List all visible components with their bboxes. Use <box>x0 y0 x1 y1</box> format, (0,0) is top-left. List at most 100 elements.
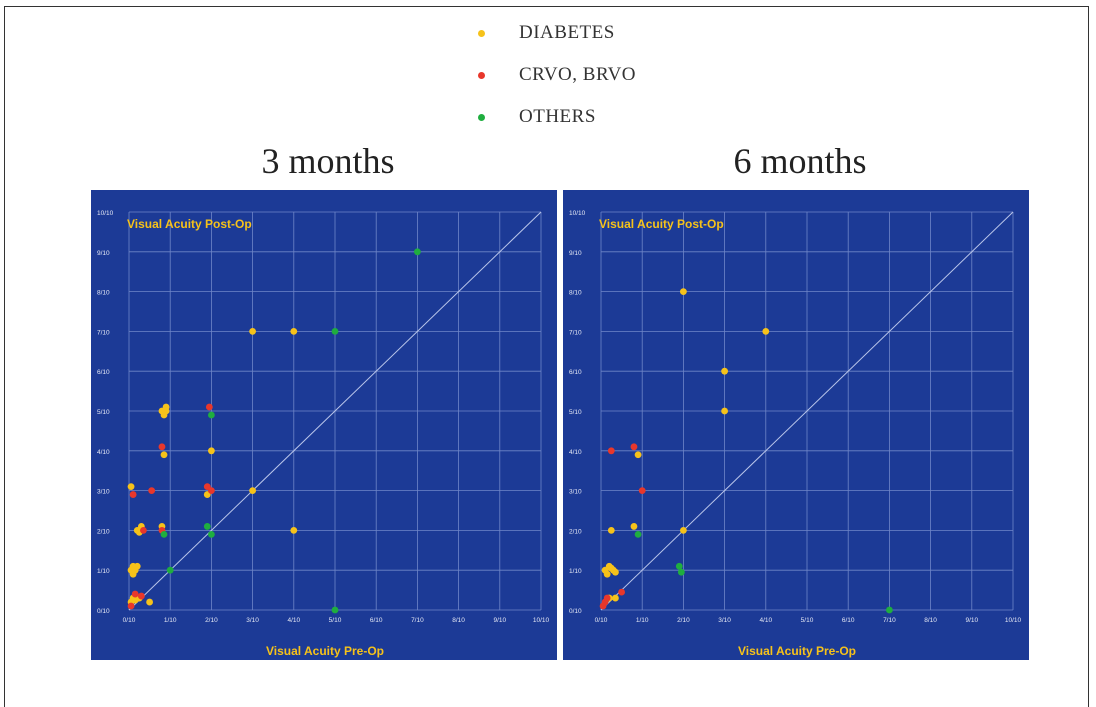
data-point <box>618 588 625 596</box>
chart-panel-6-months: 0/10 1/10 2/10 3/10 4/10 5/10 6/10 7/10 8/10 9/10… <box>563 190 1029 660</box>
data-point <box>205 403 213 411</box>
data-point <box>208 487 215 494</box>
x-tick-label: 8/10 <box>452 617 465 624</box>
data-point <box>331 606 339 614</box>
data-point <box>638 487 646 494</box>
x-tick-label: 6/10 <box>842 617 855 624</box>
legend-item-diabetes: DIABETES <box>478 22 636 64</box>
x-tick-label: 5/10 <box>801 617 814 624</box>
data-point <box>208 530 215 538</box>
y-tick-label: 4/10 <box>569 449 582 456</box>
x-tick-label: 3/10 <box>246 617 259 624</box>
y-tick-label: 5/10 <box>569 409 582 416</box>
x-tick-label: 7/10 <box>883 617 896 624</box>
scatter-chart-6-months: 0/10 1/10 2/10 3/10 4/10 5/10 6/10 7/10 8/10 9/10… <box>569 210 1022 658</box>
data-point <box>208 411 215 419</box>
data-point <box>607 447 615 455</box>
x-axis-label: Visual Acuity Pre-Op <box>266 644 384 658</box>
data-point <box>603 570 611 578</box>
scatter-chart-3-months: 0/10 1/10 2/10 3/10 4/10 5/10 6/10 7/10 8/10 9/10… <box>97 210 550 658</box>
data-point <box>127 483 135 491</box>
legend-item-crvo-brvo: CRVO, BRVO <box>478 64 636 106</box>
x-tick-label: 9/10 <box>965 617 978 624</box>
y-tick-label: 0/10 <box>97 608 110 615</box>
y-tick-label: 10/10 <box>569 210 586 217</box>
y-tick-label: 3/10 <box>97 489 110 496</box>
chart-title-6-months: 6 months <box>733 141 867 181</box>
data-point <box>203 523 211 530</box>
y-tick-label: 10/10 <box>97 210 114 217</box>
grid <box>600 211 1014 611</box>
legend-marker <box>478 29 485 37</box>
data-point <box>131 590 139 598</box>
diagonal-line <box>128 211 542 611</box>
data-point <box>331 328 339 335</box>
x-tick-label: 6/10 <box>370 617 383 624</box>
data-point <box>630 523 638 530</box>
data-point <box>166 566 174 574</box>
y-tick-label: 8/10 <box>97 290 110 297</box>
x-tick-label: 1/10 <box>636 617 649 624</box>
y-tick-label: 4/10 <box>97 449 110 456</box>
y-axis-label: Visual Acuity Post-Op <box>127 217 252 231</box>
series-others <box>160 248 421 614</box>
data-point <box>721 367 728 375</box>
data-point <box>146 598 153 606</box>
data-point <box>129 570 137 578</box>
x-tick-label: 0/10 <box>123 617 136 624</box>
data-point <box>599 602 607 610</box>
y-tick-label: 6/10 <box>569 369 582 376</box>
legend-item-others: OTHERS <box>478 106 636 148</box>
x-tick-label: 5/10 <box>329 617 342 624</box>
data-point <box>634 451 642 459</box>
data-point <box>721 407 728 415</box>
series-diabetes <box>127 328 298 606</box>
y-axis-label: Visual Acuity Post-Op <box>599 217 724 231</box>
legend-label: OTHERS <box>519 106 596 127</box>
x-tick-label: 1/10 <box>164 617 177 624</box>
data-point <box>290 527 298 534</box>
diagonal-line <box>600 211 1014 611</box>
series-crvo-brvo <box>127 403 215 610</box>
x-tick-label: 2/10 <box>677 617 690 624</box>
data-point <box>634 530 642 538</box>
y-tick-label: 9/10 <box>569 250 582 257</box>
y-tick-label: 0/10 <box>569 608 582 615</box>
legend-label: CRVO, BRVO <box>519 64 637 85</box>
data-point <box>249 328 256 335</box>
data-point <box>160 530 168 538</box>
figure-frame <box>4 6 1089 707</box>
data-point <box>680 288 687 295</box>
data-point <box>129 491 137 498</box>
data-point <box>162 407 170 415</box>
data-point <box>886 606 893 614</box>
y-tick-label: 3/10 <box>569 489 582 496</box>
legend-marker <box>478 113 485 121</box>
data-point <box>612 594 619 602</box>
series-crvo-brvo <box>599 443 646 610</box>
data-point <box>603 594 611 602</box>
series-others <box>634 530 893 614</box>
x-tick-label: 9/10 <box>493 617 506 624</box>
y-tick-label: 2/10 <box>97 528 110 535</box>
y-tick-label: 9/10 <box>97 250 110 257</box>
x-tick-label: 8/10 <box>924 617 937 624</box>
data-point <box>137 592 145 600</box>
x-tick-label: 10/10 <box>1005 617 1022 624</box>
data-point <box>677 568 685 576</box>
y-tick-label: 5/10 <box>97 409 110 416</box>
data-point <box>140 527 147 534</box>
y-tick-label: 2/10 <box>569 528 582 535</box>
y-tick-label: 1/10 <box>97 568 110 575</box>
x-tick-label: 7/10 <box>411 617 424 624</box>
data-point <box>208 447 215 455</box>
x-tick-label: 4/10 <box>287 617 300 624</box>
legend-marker <box>478 71 485 79</box>
x-axis-label: Visual Acuity Pre-Op <box>738 644 856 658</box>
y-tick-label: 8/10 <box>569 290 582 297</box>
data-point <box>249 487 256 494</box>
x-tick-label: 4/10 <box>759 617 772 624</box>
data-point <box>127 602 135 610</box>
data-point <box>133 562 141 570</box>
x-tick-label: 2/10 <box>205 617 218 624</box>
